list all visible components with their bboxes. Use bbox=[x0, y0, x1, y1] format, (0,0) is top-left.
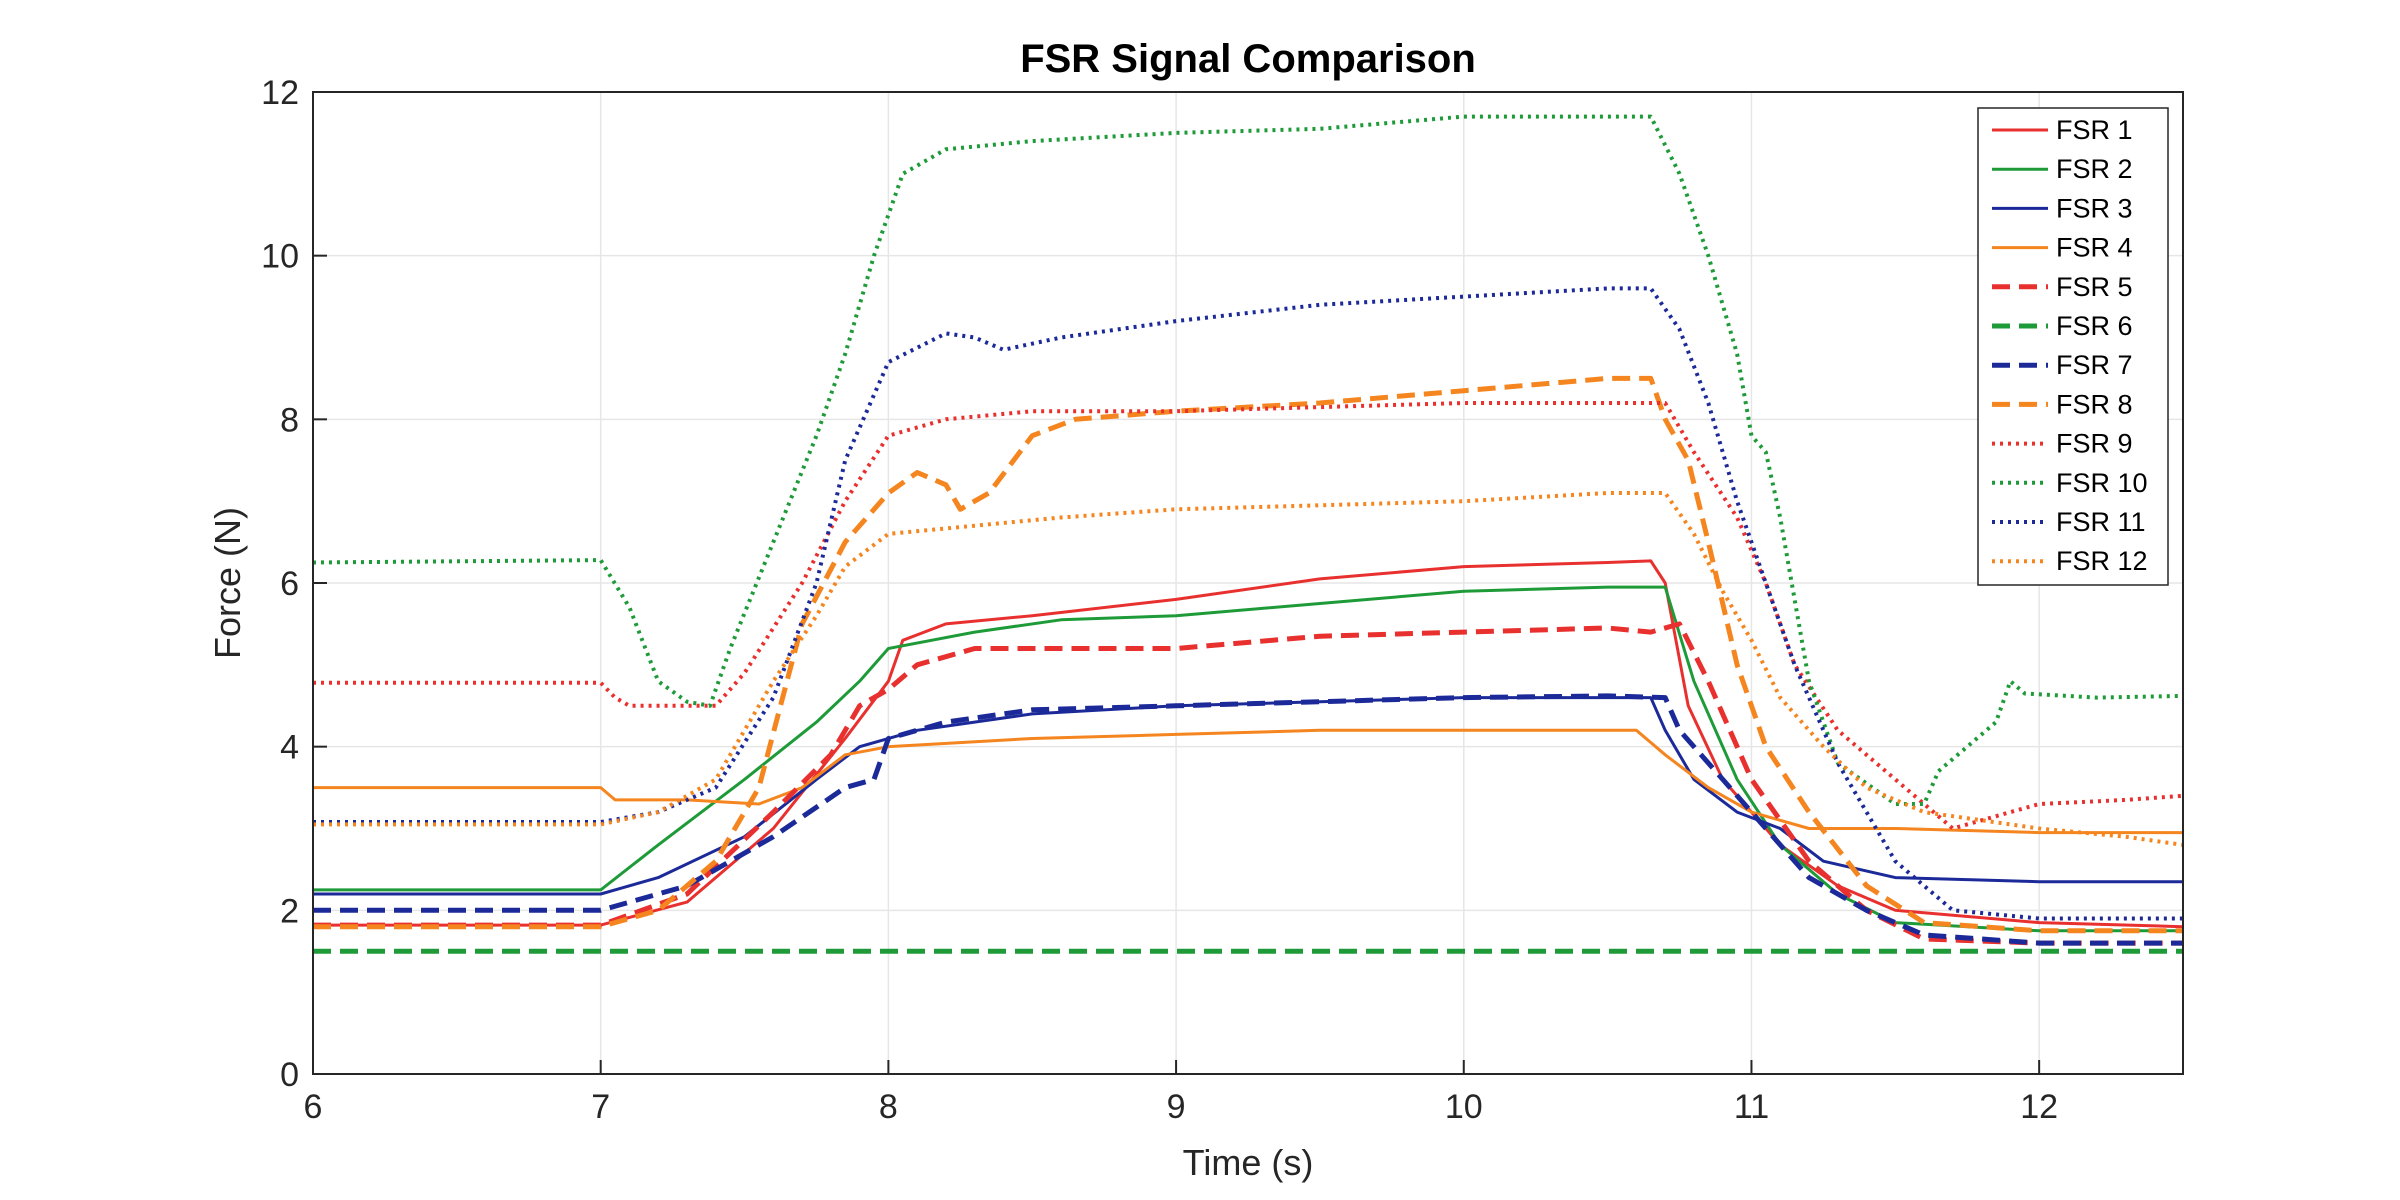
legend-entry-label: FSR 9 bbox=[2056, 429, 2133, 459]
legend-entry-label: FSR 4 bbox=[2056, 233, 2133, 263]
y-tick-label: 10 bbox=[261, 238, 299, 276]
legend-entry-label: FSR 12 bbox=[2056, 546, 2148, 576]
y-tick-label: 0 bbox=[280, 1056, 299, 1094]
y-tick-label: 8 bbox=[280, 401, 299, 439]
x-tick-label: 9 bbox=[1167, 1088, 1186, 1126]
legend-entry-label: FSR 7 bbox=[2056, 350, 2133, 380]
legend-entry-label: FSR 1 bbox=[2056, 115, 2133, 145]
plot-area-border bbox=[312, 91, 2184, 1075]
series-line-fsr-4 bbox=[313, 728, 2183, 835]
legend-entry-label: FSR 5 bbox=[2056, 272, 2133, 302]
legend-entry-label: FSR 8 bbox=[2056, 389, 2133, 419]
x-tick-label: 10 bbox=[1445, 1088, 1483, 1126]
legend-entry-label: FSR 10 bbox=[2056, 468, 2148, 498]
data-series bbox=[312, 114, 2184, 954]
x-tick-label: 6 bbox=[304, 1088, 323, 1126]
x-tick-label: 8 bbox=[879, 1088, 898, 1126]
legend-entry-label: FSR 11 bbox=[2056, 507, 2146, 537]
series-line-fsr-7 bbox=[313, 693, 2183, 946]
x-tick-label: 12 bbox=[2020, 1088, 2058, 1126]
y-tick-label: 4 bbox=[280, 729, 299, 767]
y-axis-ticks: 0 2 4 6 8 10 12 bbox=[261, 74, 327, 1094]
y-tick-label: 12 bbox=[261, 74, 299, 112]
x-axis-label: Time (s) bbox=[1183, 1142, 1314, 1183]
series-line-fsr-5 bbox=[313, 621, 2183, 946]
y-tick-label: 6 bbox=[280, 565, 299, 603]
series-line-fsr-8 bbox=[313, 375, 2183, 934]
legend-entry-label: FSR 6 bbox=[2056, 311, 2133, 341]
y-axis-label: Force (N) bbox=[207, 507, 248, 659]
chart-title: FSR Signal Comparison bbox=[1020, 37, 1476, 81]
series-line-fsr-9 bbox=[313, 401, 2184, 831]
legend-entry-label: FSR 2 bbox=[2056, 154, 2133, 184]
legend-box bbox=[1977, 107, 2169, 586]
series-line-fsr-12 bbox=[313, 491, 2184, 847]
legend: FSR 1 FSR 2 FSR 3 FSR 4 FSR 5 FSR 6 FSR 7 FSR 8… bbox=[1977, 107, 2169, 586]
x-tick-label: 7 bbox=[591, 1088, 610, 1126]
y-tick-label: 2 bbox=[280, 892, 299, 930]
x-tick-label: 11 bbox=[1734, 1088, 1769, 1126]
series-line-fsr-2 bbox=[313, 585, 2183, 933]
legend-entry-label: FSR 3 bbox=[2056, 193, 2133, 223]
